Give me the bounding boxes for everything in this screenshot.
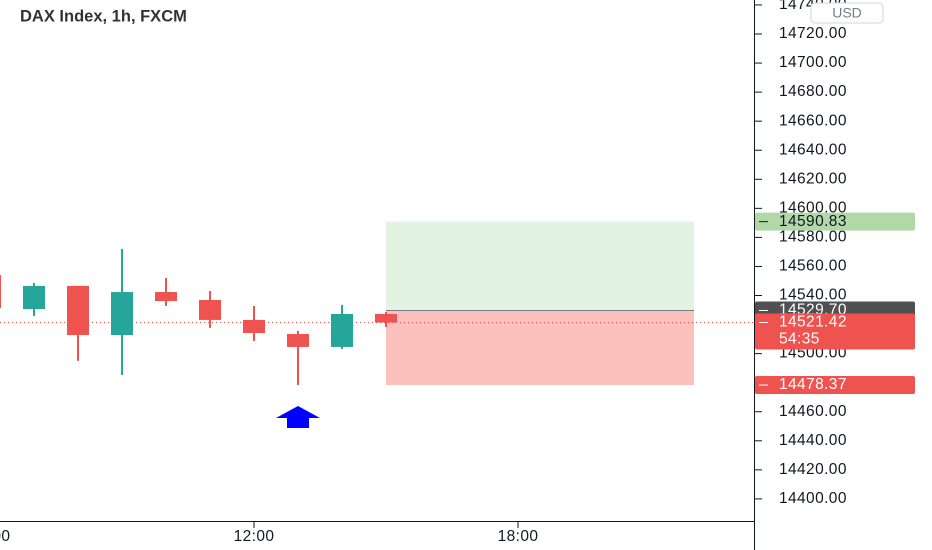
candle-body [374,313,397,323]
price-tag [755,212,915,231]
countdown: 54:35 [779,331,820,348]
candle-body [199,300,222,320]
candle-body [330,313,353,347]
y-tick-label: 14460.00 [779,403,847,420]
y-tick-label: 14400.00 [779,490,847,507]
x-tick-label: 12:00 [234,528,275,545]
y-tick-label: 14640.00 [779,141,847,158]
y-tick-label: 14720.00 [779,25,847,42]
candle-body [0,275,2,309]
loss-zone [385,310,694,386]
currency-button[interactable]: USD [810,2,884,24]
y-tick-label: 14660.00 [779,112,847,129]
profit-zone [385,221,694,311]
y-tick-label: 14420.00 [779,461,847,478]
price-tag-label: 14590.83 [779,213,847,230]
y-tick-label: 14580.00 [779,228,847,245]
candle-body [287,334,310,347]
time-axis: 06:00 12:00 18:00 [0,522,538,545]
y-tick-label: 14680.00 [779,83,847,100]
y-tick-label: 14440.00 [779,432,847,449]
x-tick-label: 18:00 [498,528,539,545]
candle-body [111,292,134,336]
y-tick-label: 14600.00 [779,199,847,216]
currency-label[interactable]: USD [832,5,862,21]
x-tick-label: 06:00 [0,528,10,545]
candle-body [67,285,90,336]
currency-box[interactable] [810,2,884,24]
candle-body [155,292,178,302]
candle-body [243,319,266,333]
price-tag-label: 14478.37 [779,376,847,393]
price-tag-label: 14521.42 [779,314,847,331]
y-tick-label: 14540.00 [779,287,847,304]
y-tick-label: 14700.00 [779,54,847,71]
plot-area [0,221,754,386]
y-tick-label: 14620.00 [779,170,847,187]
price-axis: 14400.0014420.0014440.0014460.0014480.00… [755,0,915,507]
price-tag [755,376,915,395]
buy-arrow [276,406,320,428]
y-tick-label: 14560.00 [779,258,847,275]
candle-body [23,285,46,310]
price-tag [755,313,915,350]
chart-title: DAX Index, 1h, FXCM [20,7,187,25]
